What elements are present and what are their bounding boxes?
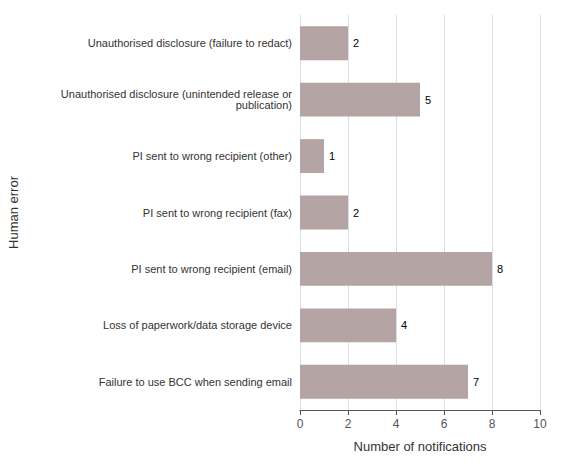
svg-text:Number of notifications: Number of notifications — [354, 439, 487, 454]
svg-text:7: 7 — [473, 376, 479, 388]
svg-text:2: 2 — [353, 37, 359, 49]
svg-text:PI sent to wrong recipient (em: PI sent to wrong recipient (email) — [131, 263, 292, 275]
svg-text:Unauthorised disclosure (failu: Unauthorised disclosure (failure to reda… — [88, 37, 292, 49]
svg-text:2: 2 — [345, 417, 352, 431]
svg-text:6: 6 — [441, 417, 448, 431]
svg-text:Loss of paperwork/data storage: Loss of paperwork/data storage device — [103, 319, 292, 331]
svg-text:4: 4 — [401, 319, 407, 331]
svg-text:10: 10 — [533, 417, 547, 431]
svg-text:PI sent to wrong recipient (fa: PI sent to wrong recipient (fax) — [143, 207, 292, 219]
svg-text:4: 4 — [393, 417, 400, 431]
svg-text:0: 0 — [297, 417, 304, 431]
svg-text:Failure to use BCC when sendin: Failure to use BCC when sending email — [99, 376, 292, 388]
svg-text:publication): publication) — [227, 99, 292, 111]
svg-text:Human error: Human error — [6, 175, 21, 249]
svg-text:8: 8 — [489, 417, 496, 431]
svg-text:Unauthorised disclosure (unint: Unauthorised disclosure (unintended rele… — [60, 88, 292, 101]
svg-text:1: 1 — [329, 150, 335, 162]
svg-text:5: 5 — [425, 94, 431, 106]
svg-text:8: 8 — [497, 263, 503, 275]
svg-text:2: 2 — [353, 207, 359, 219]
svg-text:PI sent to wrong recipient (ot: PI sent to wrong recipient (other) — [132, 150, 292, 162]
